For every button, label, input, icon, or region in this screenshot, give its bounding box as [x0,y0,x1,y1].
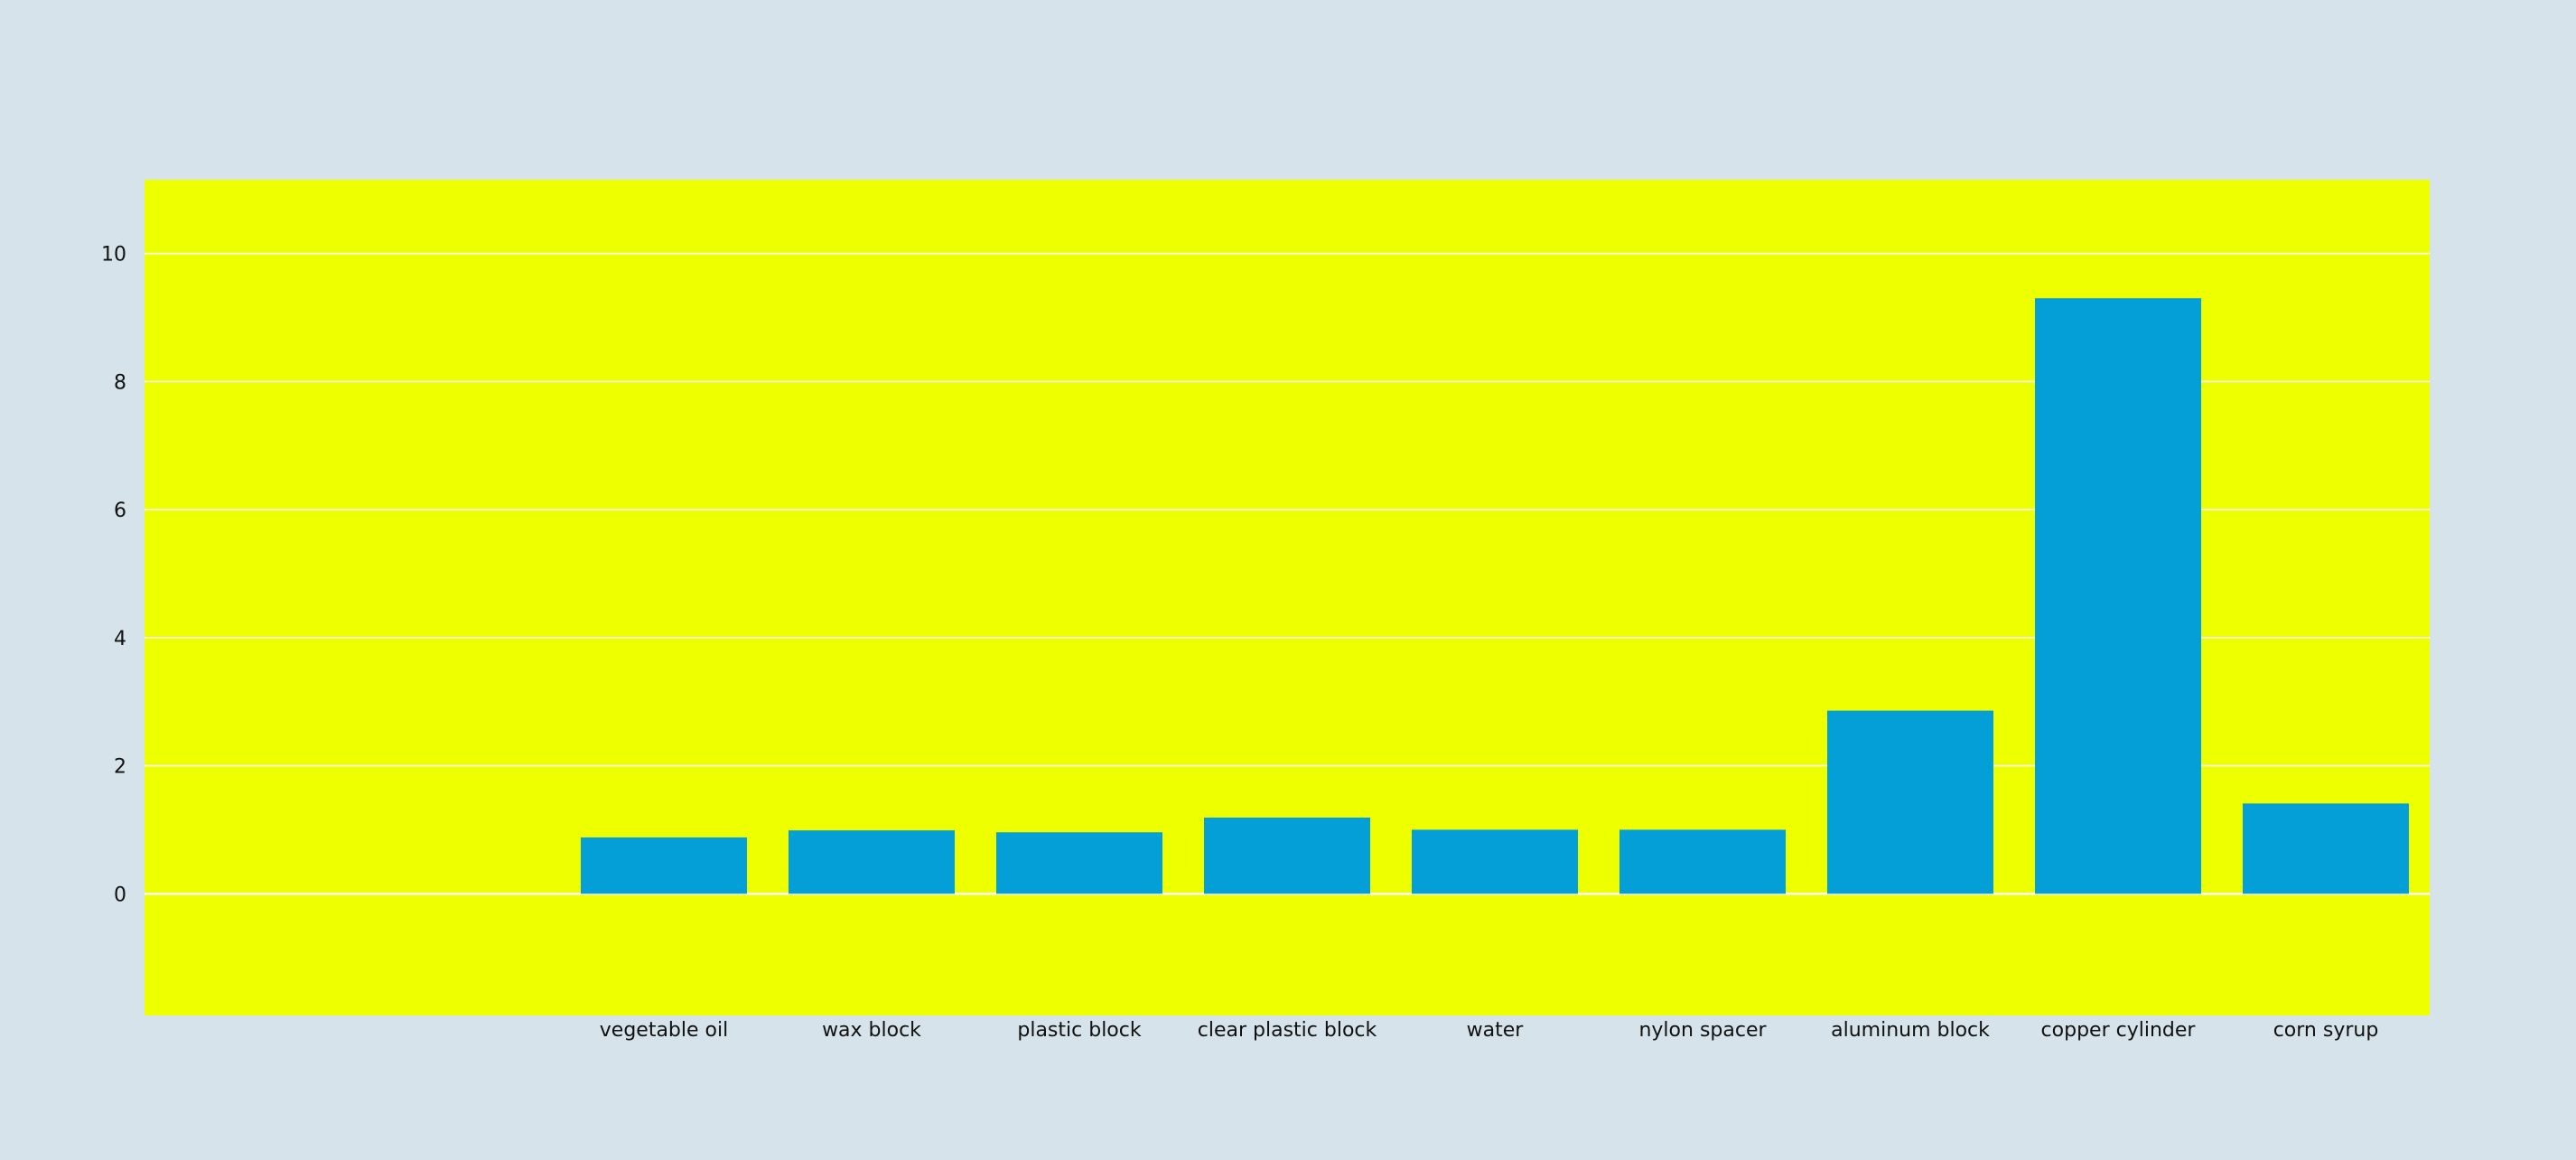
x-tick-label: nylon spacer [1638,1019,1767,1042]
y-tick-label: 4 [114,628,126,650]
bar-aluminum-block [1827,710,1993,894]
y-tick-label: 0 [114,884,126,906]
bar-copper-cylinder [2035,298,2201,894]
x-tick-label: vegetable oil [600,1019,728,1042]
y-tick-label: 2 [114,756,126,779]
bar-corn-syrup [2243,803,2409,894]
x-tick-label: aluminum block [1831,1019,1990,1042]
bar-water [1412,829,1578,894]
x-axis-ticks: vegetable oil wax block plastic block clear… [600,1019,2379,1042]
bar-nylon-spacer [1619,829,1786,894]
y-axis-ticks: 0 2 4 6 8 10 [101,244,126,907]
bar-vegetable-oil [581,837,747,894]
x-tick-label: water [1467,1019,1525,1042]
x-tick-label: wax block [822,1019,921,1042]
x-tick-label: copper cylinder [2041,1019,2197,1042]
bar-plastic-block [996,832,1162,894]
x-tick-label: corn syrup [2273,1019,2379,1042]
bar-wax-block [789,830,955,894]
y-tick-label: 6 [114,500,126,522]
y-tick-label: 8 [114,371,126,394]
y-tick-label: 10 [101,244,126,267]
bars [581,298,2409,894]
bar-clear-plastic-block [1204,817,1370,894]
x-tick-label: plastic block [1017,1019,1141,1042]
x-tick-label: clear plastic block [1198,1019,1377,1042]
